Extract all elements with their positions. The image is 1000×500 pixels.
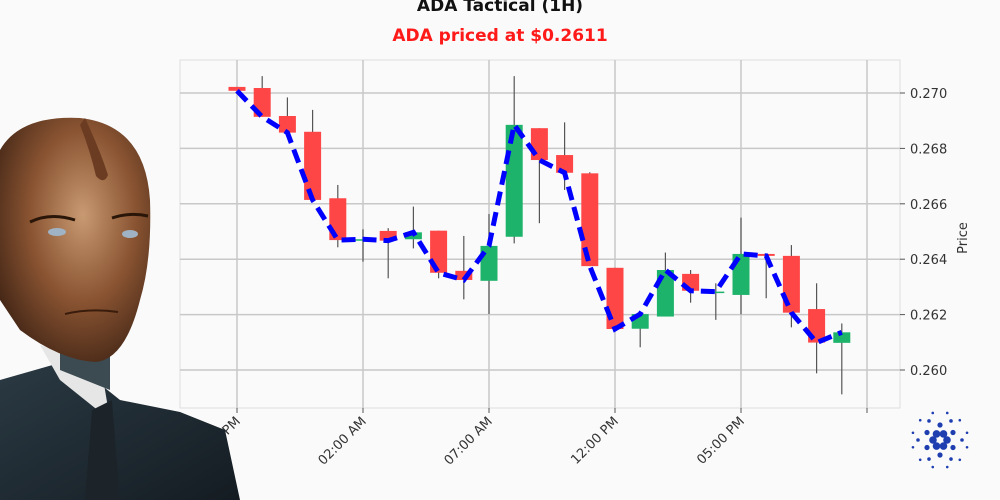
y-tick-label: 0.266 [910,198,947,213]
candle [581,172,599,267]
x-tick-label: 07:00 AM [442,414,496,468]
logo-dot [939,442,948,450]
candle-body [581,173,599,267]
x-tick-label: 12:00 PM [568,414,621,467]
y-tick-label: 0.264 [910,253,947,268]
cardano-logo [911,411,969,469]
candle [304,109,322,200]
logo-dot [931,411,935,415]
logo-dot [932,430,941,438]
y-axis-label: Price [956,222,971,254]
candle [707,283,725,320]
logo-dot [918,418,922,422]
logo-dot [916,438,920,442]
logo-dot [937,422,943,428]
logo-dot [927,419,931,423]
logo-dot [949,457,953,461]
candle-body [304,131,322,200]
candle-body [833,332,851,343]
candle-body [278,115,296,133]
logo-dot [924,444,930,451]
robot-businessman-portrait [0,117,240,500]
logo-dot [937,452,943,458]
x-tick-label: 02:00 AM [316,414,370,468]
plot-area [179,59,901,409]
logo-dot [924,429,930,436]
candle [228,86,246,91]
candle [833,323,851,395]
logo-dot [927,457,931,461]
logo-dot [950,429,956,436]
candle-body [707,291,725,294]
logo-dot [950,444,956,451]
logo-dot [949,419,953,423]
logo-dot [931,465,935,469]
logo-dot [960,438,964,442]
y-axis: 0.260 0.262 0.264 0.266 0.268 0.270 [900,87,947,379]
y-tick-label: 0.260 [910,364,947,379]
logo-dot [945,411,949,415]
logo-dot [932,442,941,450]
candle [278,97,296,133]
candle [430,230,448,279]
logo-dot [965,431,969,435]
logo-dot [911,431,915,435]
logo-dot [939,430,948,438]
y-tick-label: 0.262 [910,309,947,324]
chart-subtitle: ADA priced at $0.2611 [392,26,608,46]
logo-dot [929,436,937,444]
logo-dot [958,418,962,422]
logo-dot [945,465,949,469]
logo-dot [911,445,915,449]
logo-dot [958,458,962,462]
candle-body [455,270,473,280]
candle [455,235,473,300]
y-tick-label: 0.268 [910,142,947,157]
logo-dot [918,458,922,462]
candle-body [379,230,397,241]
candle-body [228,86,246,91]
candle [379,228,397,279]
y-tick-label: 0.270 [910,87,947,102]
chart-title: ADA Tactical (1H) [416,0,584,16]
x-tick-label: 05:00 PM [694,414,747,467]
logo-dot [965,445,969,449]
logo-dot [943,436,951,444]
